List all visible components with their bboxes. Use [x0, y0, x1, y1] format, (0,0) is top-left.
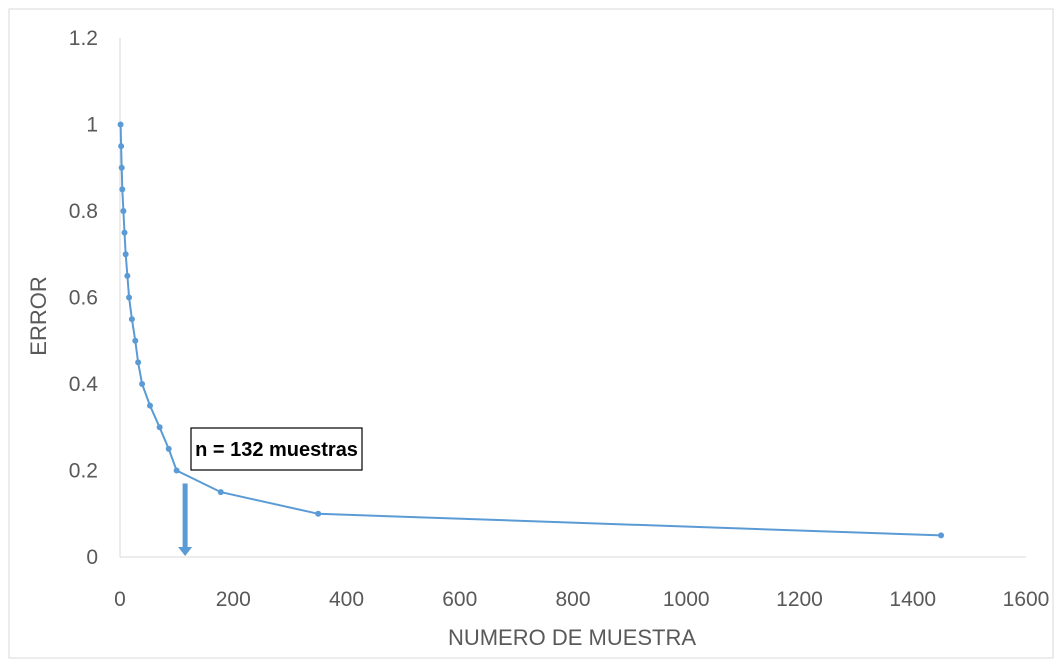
y-tick-label: 0.8 — [69, 200, 98, 223]
x-tick-label: 1200 — [776, 588, 823, 611]
data-point — [118, 143, 125, 150]
y-tick-label: 0.4 — [69, 373, 99, 396]
annotation-layer: n = 132 muestras — [178, 427, 363, 556]
data-point — [139, 381, 146, 387]
series-layer — [117, 121, 945, 539]
annotation-text: n = 132 muestras — [195, 439, 358, 461]
y-tick-label: 1.2 — [69, 27, 98, 50]
x-tick-label: 1600 — [1003, 588, 1050, 611]
y-tick-label: 0 — [86, 546, 98, 569]
x-tick-label: 1000 — [663, 588, 710, 611]
x-tick-label: 200 — [216, 588, 251, 611]
data-point — [122, 251, 129, 258]
x-tick-label: 1400 — [889, 588, 936, 611]
y-axis-title: ERROR — [26, 276, 51, 355]
x-tick-label: 600 — [442, 588, 477, 611]
data-point — [156, 424, 163, 431]
data-point — [217, 489, 224, 496]
y-tick-label: 0.2 — [69, 460, 98, 483]
data-point — [147, 402, 154, 409]
data-point — [126, 294, 133, 301]
x-tick-label: 800 — [555, 588, 590, 611]
annotation-arrow-head — [178, 547, 193, 556]
series-line — [119, 124, 942, 537]
data-point — [938, 532, 945, 539]
data-point — [124, 272, 131, 279]
data-point — [173, 467, 180, 474]
annotation-arrow-shaft — [182, 483, 188, 548]
annotation-box — [190, 427, 363, 471]
data-point — [118, 164, 125, 171]
data-point — [119, 186, 126, 193]
data-point — [315, 510, 322, 517]
x-tick-label: 400 — [329, 588, 364, 611]
data-point — [121, 229, 128, 236]
x-tick-label: 0 — [114, 588, 126, 611]
y-tick-label: 1 — [86, 114, 98, 137]
data-point — [135, 359, 142, 366]
data-point — [120, 208, 127, 214]
data-point — [128, 316, 135, 323]
axes: 0 200 400 600 800 1000 1200 1400 1600 0 0.2 0.4 0.6 0… — [69, 27, 1050, 611]
data-point — [117, 121, 124, 128]
chart-area-border — [8, 8, 1054, 659]
data-point — [132, 337, 139, 344]
x-axis-title: NUMERO DE MUESTRA — [448, 625, 696, 650]
data-point — [165, 445, 172, 452]
y-tick-label: 0.6 — [69, 287, 98, 310]
